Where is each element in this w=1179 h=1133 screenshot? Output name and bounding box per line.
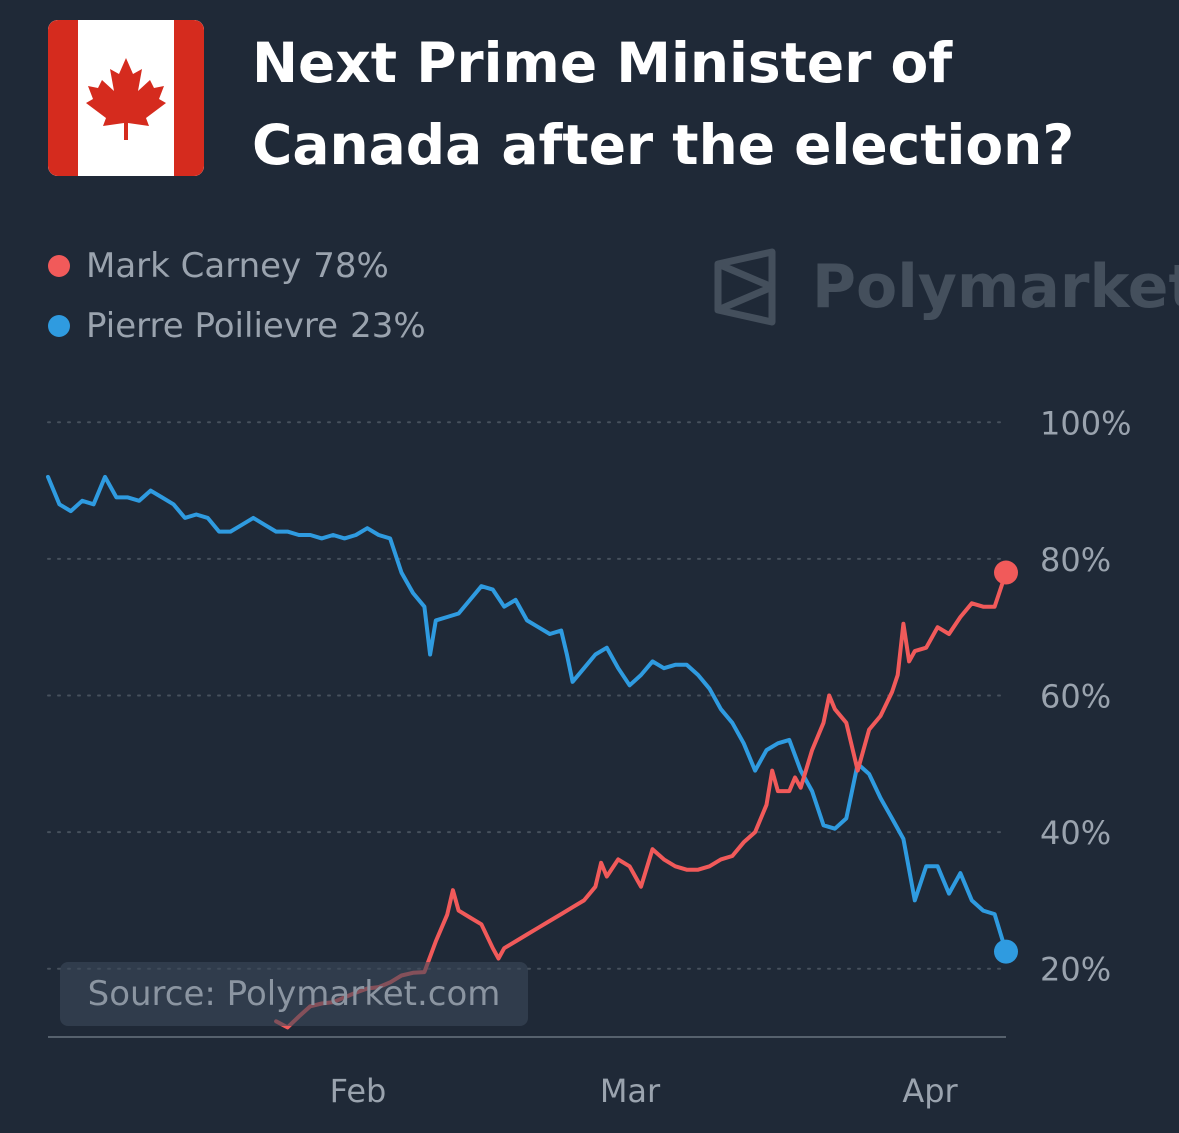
x-tick-label: Mar	[600, 1072, 661, 1110]
series-line-mark-carney	[274, 570, 1008, 1030]
polymarket-watermark: Polymarket	[712, 248, 1179, 326]
legend-item-poilievre: Pierre Poilievre 23%	[48, 296, 426, 356]
legend: Mark Carney 78% Pierre Poilievre 23%	[48, 236, 426, 356]
legend-value-poilievre: 23%	[350, 306, 426, 346]
polymarket-logo-icon	[714, 248, 776, 326]
source-badge: Source: Polymarket.com	[60, 962, 528, 1026]
legend-label-carney: Mark Carney	[86, 246, 302, 286]
legend-dot-poilievre	[48, 315, 70, 337]
series-end-point-pierre-poilievre	[994, 939, 1018, 964]
legend-dot-carney	[48, 255, 70, 277]
grid-layer	[47, 421, 1007, 970]
y-tick-label: 60%	[1040, 678, 1111, 716]
y-tick-label: 80%	[1040, 541, 1111, 579]
chart-title: Next Prime Minister of Canada after the …	[252, 31, 1075, 177]
legend-item-carney: Mark Carney 78%	[48, 236, 426, 296]
series-end-point-mark-carney	[994, 560, 1018, 585]
legend-label-poilievre: Pierre Poilievre	[86, 306, 339, 346]
y-tick-label: 100%	[1040, 404, 1131, 442]
x-tick-label: Apr	[902, 1072, 958, 1110]
y-tick-label: 20%	[1040, 951, 1111, 989]
brand-name: Polymarket	[812, 252, 1179, 322]
canada-flag-icon	[48, 20, 204, 176]
series-layer	[46, 474, 1018, 1030]
y-tick-label: 40%	[1040, 814, 1111, 852]
legend-value-carney: 78%	[313, 246, 389, 286]
series-line-pierre-poilievre	[46, 474, 1008, 954]
axis-layer: 100% 80% 60% 40% 20% Feb Mar Apr	[48, 404, 1131, 1110]
x-tick-label: Feb	[330, 1072, 387, 1110]
